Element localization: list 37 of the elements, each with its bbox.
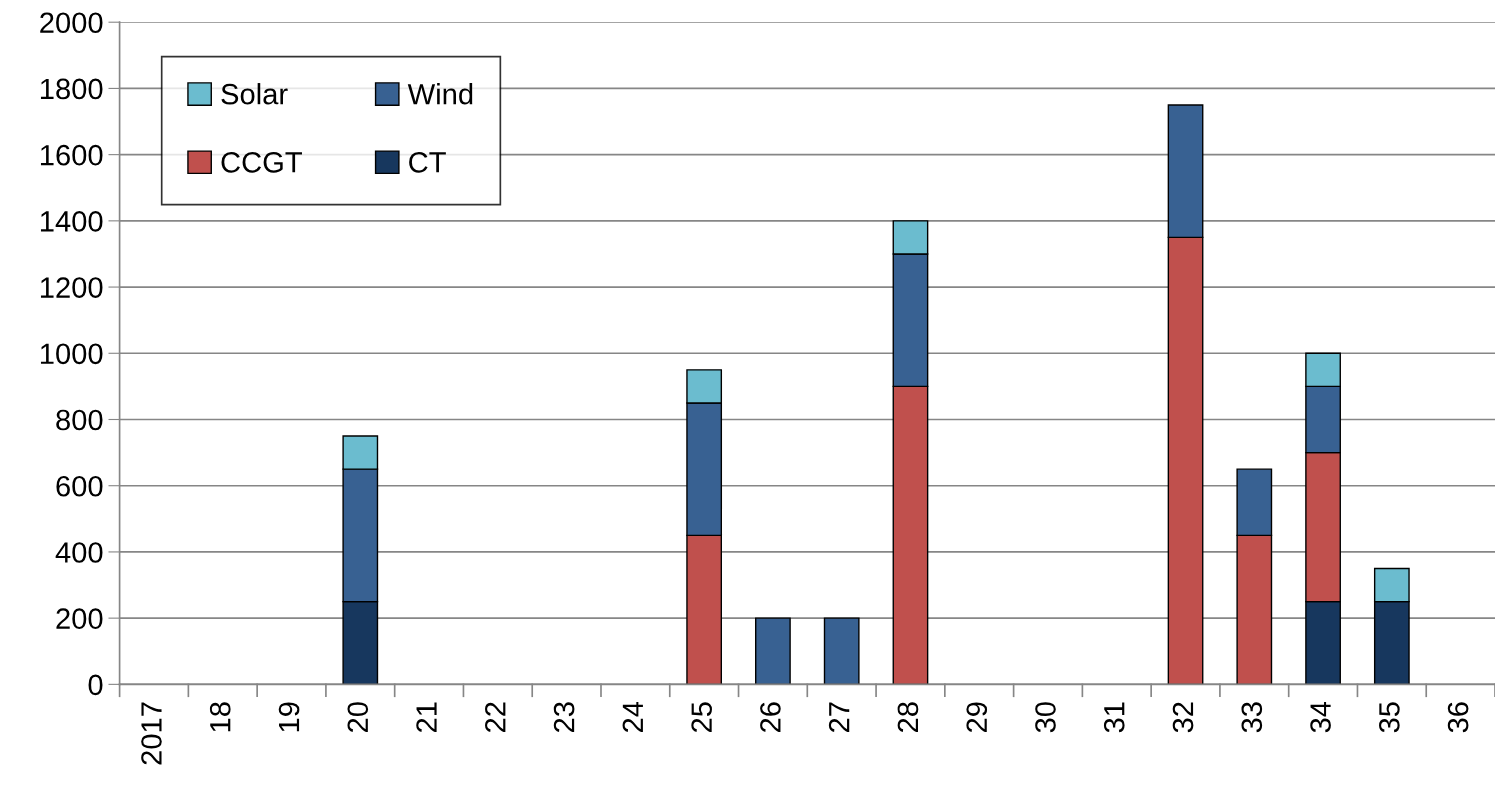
legend-label: Solar: [221, 83, 288, 105]
x-tick-label: 18: [209, 702, 231, 732]
bar: [823, 617, 860, 685]
x-tick-label: 19: [278, 702, 300, 732]
x-tick-label: 35: [1379, 702, 1400, 733]
y-tick-label: 2000: [40, 12, 103, 34]
y-tick-label: 800: [56, 409, 103, 431]
bar: [755, 617, 791, 685]
y-tick-label: 0: [88, 674, 103, 696]
x-tick-label: 28: [897, 702, 919, 732]
legend-label: Wind: [407, 83, 473, 105]
x-tick-label: 26: [760, 702, 781, 732]
x-tick-label: 24: [622, 701, 643, 732]
x-tick-label: 30: [1035, 702, 1056, 733]
legend-label: CCGT: [221, 152, 302, 173]
x-tick-label: 36: [1447, 702, 1469, 733]
y-tick-label: 1400: [40, 211, 103, 232]
y-tick-label: 400: [55, 542, 103, 563]
x-tick-label: 2017: [141, 702, 162, 765]
y-tick-label: 1000: [40, 343, 103, 365]
x-tick-label: 25: [691, 702, 712, 732]
y-tick-label: 1200: [40, 277, 103, 298]
y-tick-label: 1800: [40, 78, 103, 100]
y-tick-label: 1600: [40, 144, 103, 166]
x-tick-label: 32: [1172, 702, 1194, 733]
x-tick-label: 20: [347, 702, 369, 732]
x-tick-label: 33: [1241, 702, 1263, 733]
legend-label: CT: [409, 152, 446, 173]
x-tick-label: 31: [1103, 702, 1125, 733]
x-tick-label: 21: [416, 702, 437, 732]
x-tick-label: 22: [485, 702, 506, 732]
x-tick-label: 34: [1310, 701, 1331, 733]
x-tick-label: 29: [966, 702, 988, 732]
x-tick-label: 27: [828, 702, 850, 732]
y-tick-label: 200: [56, 608, 103, 629]
x-tick-label: 23: [553, 702, 575, 732]
y-tick-label: 600: [56, 475, 103, 497]
